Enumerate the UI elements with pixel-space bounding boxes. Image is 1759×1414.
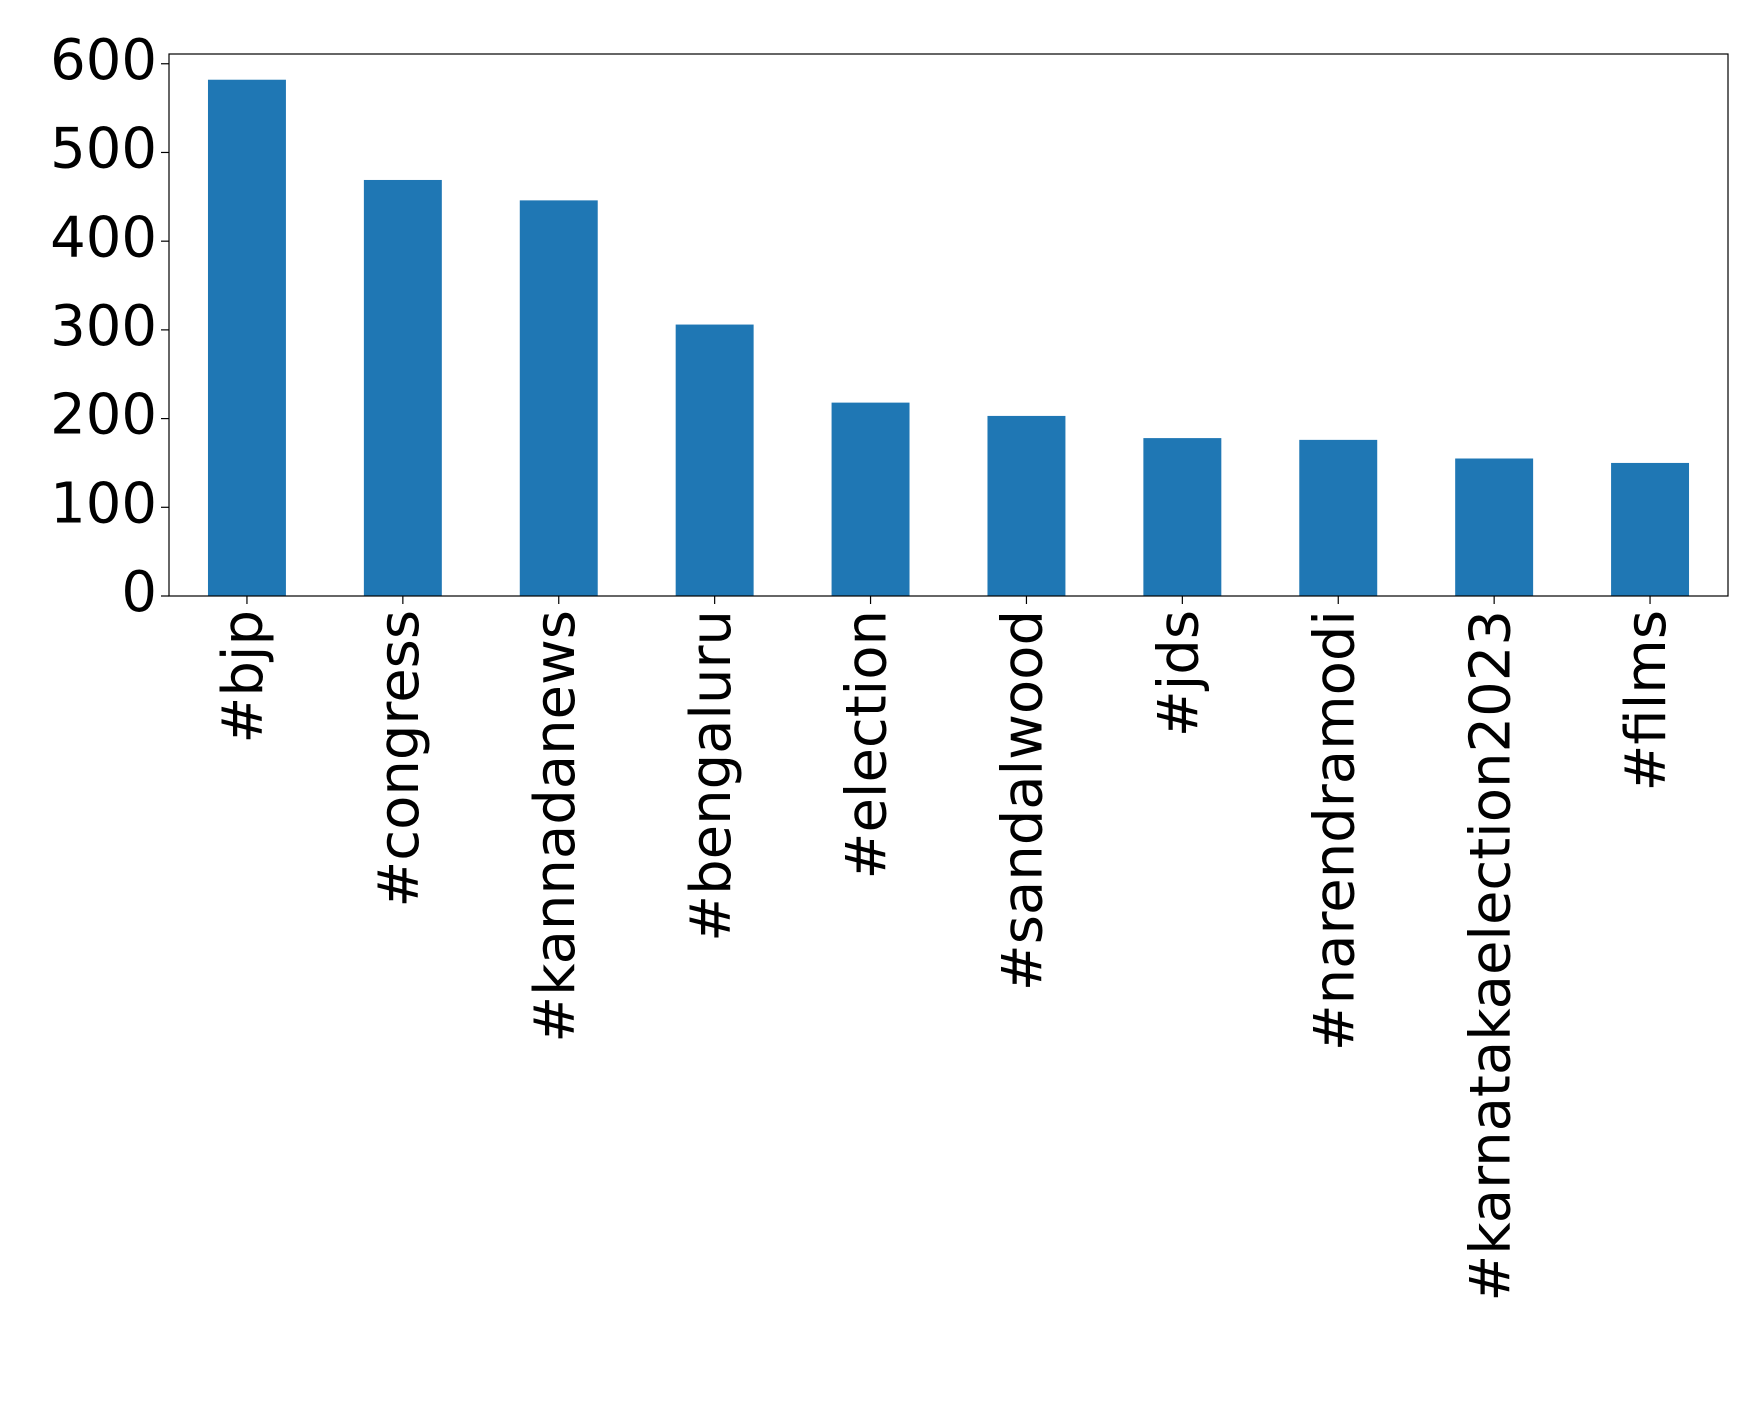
x-tick-label: #sandalwood xyxy=(991,610,1056,991)
y-tick-label: 600 xyxy=(50,28,157,93)
y-tick-label: 300 xyxy=(50,294,157,359)
bar xyxy=(519,200,598,596)
bar xyxy=(207,79,286,597)
y-tick-label: 100 xyxy=(50,471,157,536)
plot-frame xyxy=(168,53,1729,597)
bar xyxy=(675,324,754,596)
x-tick-label: #election xyxy=(835,610,900,879)
y-tick-label: 0 xyxy=(121,560,157,625)
y-tick-label: 200 xyxy=(50,383,157,448)
x-tick-label: #jds xyxy=(1146,610,1211,737)
x-tick-label: #bengaluru xyxy=(679,610,744,942)
bar xyxy=(831,402,910,596)
x-tick-label: #congress xyxy=(367,610,432,908)
x-tick-label: #bjp xyxy=(211,610,276,744)
bar xyxy=(1143,438,1222,596)
x-tick-label: #narendramodi xyxy=(1302,610,1367,1051)
bar xyxy=(987,415,1066,596)
bar xyxy=(1299,439,1378,596)
x-tick-label: #kannadanews xyxy=(523,610,588,1043)
bar xyxy=(1611,462,1690,596)
y-tick-label: 400 xyxy=(50,205,157,270)
x-tick-label: #films xyxy=(1614,610,1679,791)
x-tick-label: #karnatakaelection2023 xyxy=(1458,610,1523,1302)
bar xyxy=(1455,458,1534,596)
y-tick-label: 500 xyxy=(50,117,157,182)
bar xyxy=(363,179,442,596)
